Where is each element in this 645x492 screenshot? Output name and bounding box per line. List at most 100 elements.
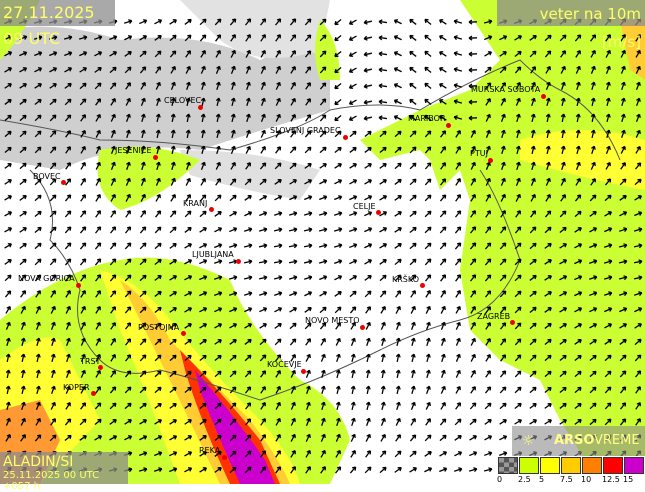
wind-arrow [124, 274, 132, 282]
wind-arrow [245, 162, 251, 170]
wind-arrow [348, 19, 357, 25]
wind-arrow [273, 259, 283, 265]
wind-arrow [468, 19, 478, 25]
wind-arrow [304, 162, 312, 169]
wind-arrow [604, 178, 612, 186]
wind-arrow [64, 434, 72, 442]
wind-arrow [365, 369, 371, 379]
wind-arrow [468, 83, 478, 89]
wind-arrow [589, 339, 597, 345]
wind-arrow [634, 323, 642, 329]
wind-arrow [215, 81, 221, 91]
wind-arrow [20, 305, 26, 314]
wind-arrow [139, 451, 148, 456]
wind-arrow [589, 402, 597, 410]
wind-arrow [184, 291, 193, 297]
wind-arrow [199, 18, 207, 26]
wind-arrow [529, 386, 537, 394]
wind-arrow [439, 434, 447, 442]
wind-arrow [4, 211, 13, 217]
wind-arrow [95, 369, 101, 378]
wind-arrow [530, 66, 536, 74]
wind-arrow [604, 323, 613, 329]
wind-arrow [19, 274, 27, 282]
wind-arrow [34, 194, 42, 202]
wind-arrow [440, 385, 446, 394]
wind-arrow [425, 401, 431, 410]
wind-arrow [154, 435, 163, 441]
wind-arrow [19, 146, 27, 154]
wind-arrow [274, 179, 282, 185]
wind-arrow [275, 450, 281, 458]
wind-arrow [410, 401, 416, 410]
wind-arrow [424, 178, 432, 186]
legend-tick: 10 [581, 475, 592, 484]
wind-arrow [470, 353, 476, 362]
wind-arrow [378, 99, 388, 105]
wind-arrow [393, 83, 402, 89]
wind-arrow [34, 178, 42, 186]
wind-arrow [470, 321, 476, 330]
wind-arrow [635, 370, 642, 378]
wind-arrow [155, 210, 162, 218]
wind-arrow [94, 418, 102, 426]
wind-arrow [590, 161, 596, 170]
wind-arrow [170, 194, 176, 202]
wind-arrow [499, 290, 507, 298]
wind-arrow [380, 385, 386, 395]
wind-arrow [289, 291, 298, 297]
wind-arrow [559, 419, 567, 425]
wind-arrow [348, 115, 357, 121]
wind-arrow [620, 113, 626, 123]
wind-arrow [575, 50, 581, 58]
wind-arrow [95, 353, 101, 362]
wind-arrow [318, 211, 328, 217]
wind-arrow [364, 179, 373, 185]
wind-arrow [561, 161, 566, 170]
wind-arrow [589, 354, 597, 362]
wind-arrow [591, 145, 596, 155]
wind-arrow [320, 449, 326, 458]
wind-arrow [440, 290, 446, 298]
wind-arrow [394, 467, 402, 473]
wind-arrow [20, 321, 26, 330]
wind-arrow [590, 97, 596, 107]
wind-arrow [485, 210, 491, 218]
wind-arrow [394, 274, 402, 282]
wind-arrow [559, 291, 568, 297]
wind-arrow [485, 322, 491, 330]
wind-arrow [19, 83, 27, 89]
wind-arrow [350, 450, 356, 458]
wind-arrow [589, 194, 597, 202]
wind-arrow [35, 353, 41, 363]
wind-arrow [320, 353, 326, 362]
wind-arrow [289, 162, 297, 170]
wind-arrow [485, 177, 491, 186]
wind-arrow [80, 290, 86, 298]
city-marker [209, 207, 214, 212]
wind-arrow [214, 354, 222, 362]
wind-arrow [604, 386, 612, 394]
wind-arrow [170, 161, 176, 171]
wind-arrow [229, 211, 238, 217]
wind-arrow [245, 49, 251, 58]
wind-arrow [530, 113, 536, 123]
city-marker [236, 259, 241, 264]
wind-arrow [125, 338, 132, 346]
wind-arrow [530, 161, 536, 171]
wind-arrow [260, 370, 267, 378]
wind-arrow [66, 353, 71, 362]
wind-arrow [140, 129, 146, 139]
wind-arrow [154, 242, 162, 250]
wind-arrow [469, 451, 478, 457]
wind-arrow [439, 226, 447, 234]
city-label: KOPER [63, 383, 90, 392]
legend-swatch [582, 457, 602, 474]
wind-arrow [110, 129, 116, 138]
wind-arrow [560, 194, 566, 202]
wind-arrow [575, 97, 581, 107]
wind-arrow [94, 67, 102, 73]
wind-arrow [575, 65, 581, 74]
wind-arrow [335, 433, 341, 442]
city-marker [198, 105, 203, 110]
